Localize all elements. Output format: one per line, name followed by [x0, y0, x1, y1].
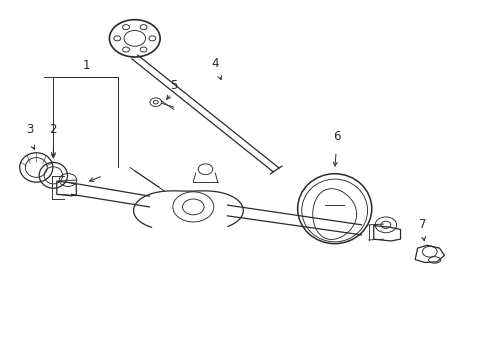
Text: 1: 1: [82, 59, 90, 72]
Text: 2: 2: [49, 123, 57, 136]
Text: 4: 4: [211, 57, 219, 69]
Text: 3: 3: [26, 123, 34, 136]
Text: 5: 5: [170, 79, 178, 92]
Text: 7: 7: [418, 218, 426, 231]
Text: 6: 6: [333, 130, 340, 143]
